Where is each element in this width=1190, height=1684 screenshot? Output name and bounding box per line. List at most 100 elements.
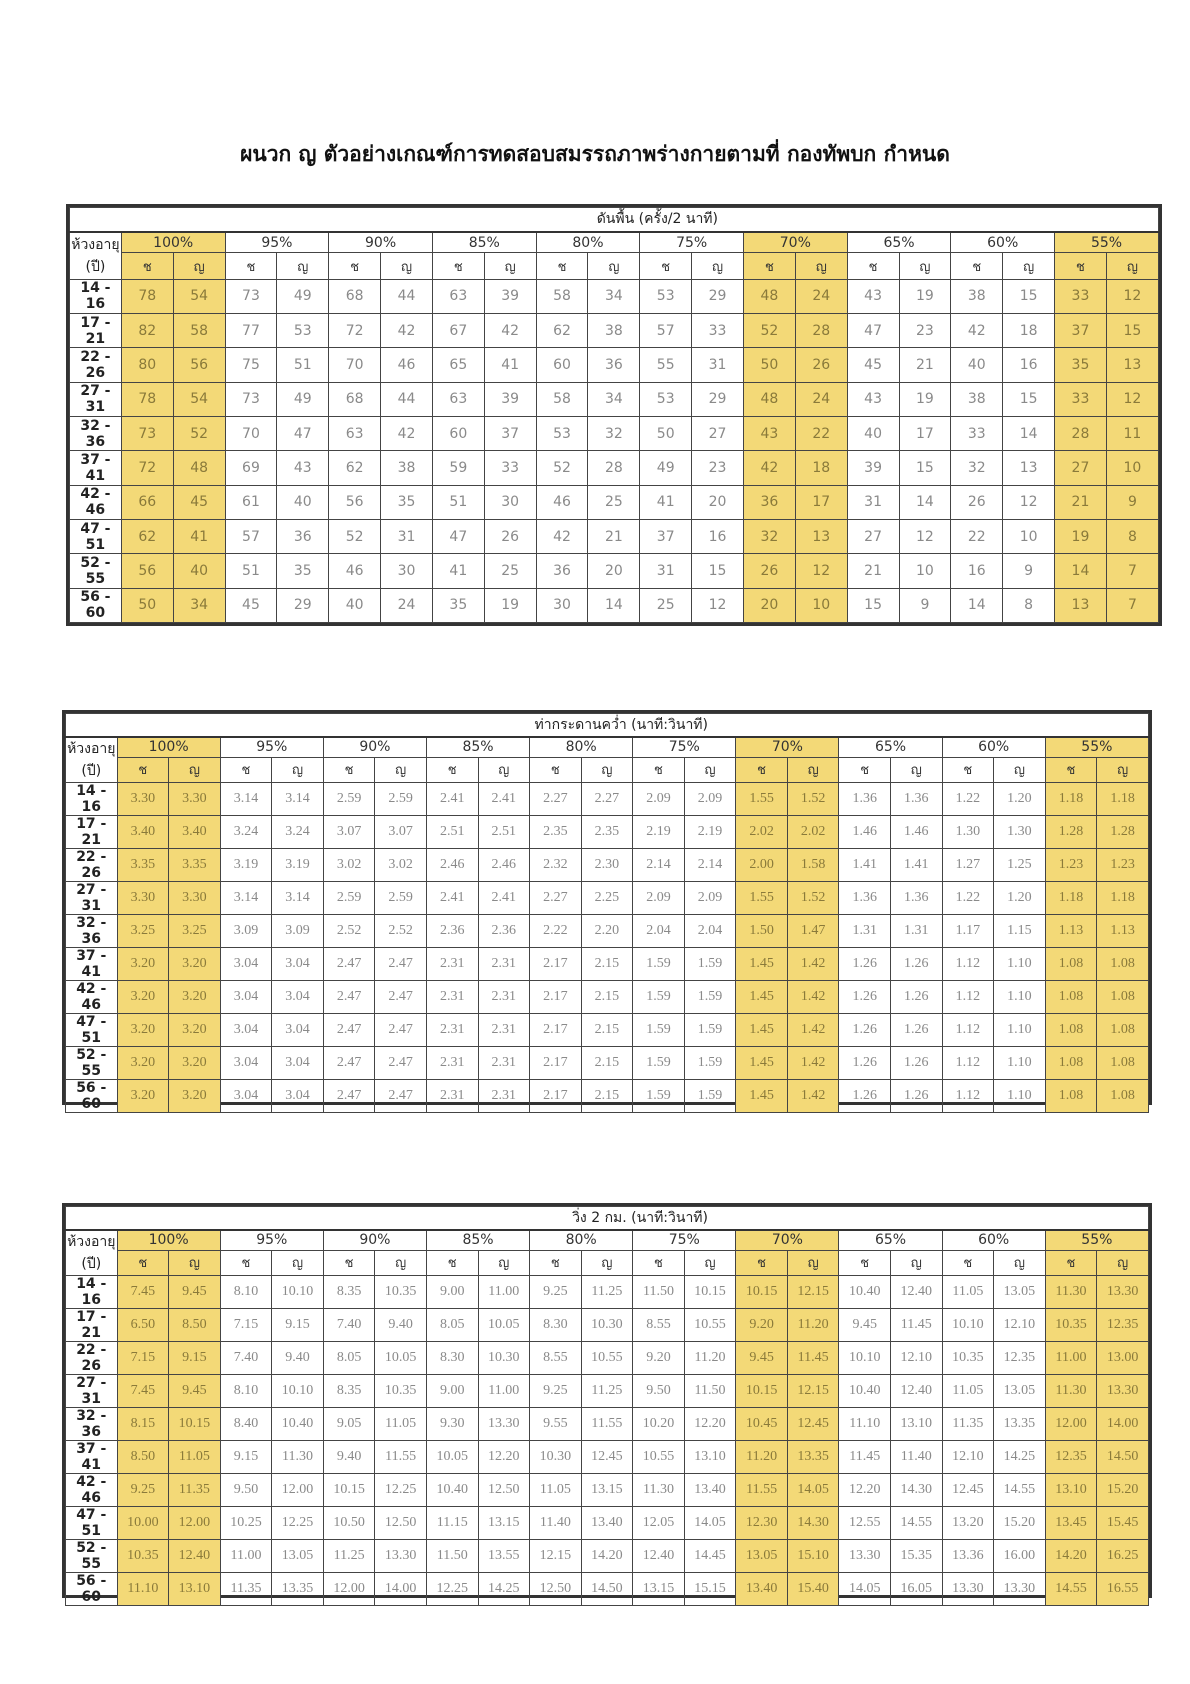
score-cell: 10.10	[838, 1341, 891, 1375]
age-range-cell: 47 - 51	[65, 1013, 118, 1047]
table-row: 27 - 31 78 54 73 49 68 44 63 39 58 34 53 29 48 24 43 19 3…	[69, 381, 1160, 418]
female-header: ญ	[1096, 756, 1149, 784]
score-cell: 15	[846, 587, 900, 624]
score-cell: 11.40	[529, 1506, 582, 1540]
score-cell: 63	[431, 381, 485, 418]
level-header: 75%	[632, 1229, 737, 1251]
score-cell: 3.09	[219, 914, 273, 948]
level-header: 85%	[425, 736, 531, 758]
sex-header-row: ชญชญชญชญชญชญชญชญชญชญ	[66, 756, 1149, 784]
score-cell: 11.45	[838, 1440, 891, 1474]
table-row: 32 - 36 3.25 3.25 3.09 3.09 2.52 2.52 2.36 2.36 2…	[65, 914, 1149, 948]
score-cell: 2.35	[529, 815, 582, 849]
score-cell: 75	[224, 347, 278, 383]
score-cell: 2.59	[374, 782, 427, 816]
score-cell: 46	[535, 484, 589, 520]
male-header: ช	[328, 252, 382, 280]
level-header: 80%	[529, 1229, 634, 1251]
age-range-cell: 14 - 16	[69, 278, 122, 315]
score-cell: 2.19	[683, 815, 737, 849]
score-cell: 59	[431, 450, 485, 486]
table-title-row: ดันพื้น (ครั้ง/2 นาที)	[69, 206, 1159, 233]
score-cell: 8.15	[116, 1407, 170, 1441]
score-cell: 3.04	[271, 1079, 324, 1113]
score-cell: 3.02	[374, 848, 427, 882]
male-header: ช	[322, 756, 376, 784]
score-cell: 1.26	[838, 1046, 891, 1080]
score-cell: 51	[431, 484, 485, 520]
score-cell: 2.31	[477, 1013, 531, 1047]
score-cell: 2.25	[580, 881, 634, 915]
score-cell: 12.15	[786, 1275, 840, 1309]
score-cell: 62	[535, 313, 589, 349]
score-cell: 54	[172, 278, 226, 315]
age-range-cell: 47 - 51	[69, 518, 122, 555]
score-cell: 1.26	[890, 1079, 943, 1113]
score-cell: 3.14	[219, 881, 273, 915]
female-header: ญ	[374, 756, 427, 784]
score-cell: 10.15	[322, 1473, 376, 1507]
score-cell: 21	[587, 518, 641, 555]
score-cell: 10.05	[374, 1341, 427, 1375]
score-cell: 1.08	[1044, 1046, 1098, 1080]
score-cell: 11.50	[632, 1275, 685, 1309]
score-cell: 7.15	[116, 1341, 170, 1375]
male-header: ช	[425, 756, 479, 784]
age-range-cell: 17 - 21	[69, 313, 122, 349]
female-header: ญ	[993, 1249, 1046, 1277]
male-header: ช	[742, 252, 796, 280]
score-cell: 12.40	[632, 1539, 685, 1573]
score-cell: 13.30	[993, 1572, 1046, 1606]
level-header: 65%	[838, 1229, 943, 1251]
age-range-cell: 37 - 41	[69, 450, 122, 486]
score-cell: 37	[483, 415, 537, 452]
score-cell: 13.40	[735, 1572, 788, 1606]
score-cell: 8.35	[322, 1275, 376, 1309]
age-range-cell: 27 - 31	[65, 1374, 118, 1408]
score-cell: 30	[483, 484, 537, 520]
score-cell: 12.45	[786, 1407, 840, 1441]
score-cell: 10	[1105, 450, 1160, 486]
score-cell: 29	[691, 381, 744, 418]
age-range-cell: 32 - 36	[69, 415, 122, 452]
score-cell: 1.31	[838, 914, 891, 948]
age-range-cell: 22 - 26	[65, 1341, 118, 1375]
score-cell: 14.00	[1096, 1407, 1149, 1441]
score-cell: 26	[742, 553, 796, 589]
male-header: ช	[632, 1249, 685, 1277]
score-cell: 16	[691, 518, 744, 555]
table-row: 56 - 60 50 34 45 29 40 24 35 19 30 14 25 12 20 10 15 9 14…	[69, 587, 1160, 624]
level-header: 65%	[846, 231, 952, 254]
age-range-cell: 52 - 55	[69, 553, 122, 589]
score-cell: 9.40	[271, 1341, 324, 1375]
score-cell: 47	[431, 518, 485, 555]
score-cell: 18	[794, 450, 848, 486]
score-cell: 28	[1054, 415, 1107, 452]
score-cell: 2.22	[529, 914, 582, 948]
score-cell: 52	[535, 450, 589, 486]
score-cell: 13	[794, 518, 848, 555]
level-header: 70%	[735, 1229, 840, 1251]
score-cell: 8.40	[219, 1407, 273, 1441]
score-cell: 2.47	[322, 1079, 376, 1113]
score-cell: 3.24	[219, 815, 273, 849]
score-cell: 11.00	[1044, 1341, 1098, 1375]
female-header: ญ	[172, 252, 226, 280]
score-cell: 33	[483, 450, 537, 486]
score-cell: 2.51	[477, 815, 531, 849]
score-cell: 10.30	[580, 1308, 634, 1342]
score-cell: 12	[691, 587, 744, 624]
score-cell: 53	[639, 381, 693, 418]
age-range-cell: 27 - 31	[69, 381, 122, 418]
score-cell: 10.55	[580, 1341, 634, 1375]
score-cell: 14	[898, 484, 952, 520]
score-cell: 44	[380, 381, 433, 418]
male-header: ช	[1044, 756, 1098, 784]
score-cell: 2.36	[477, 914, 531, 948]
level-header: 100%	[116, 1229, 221, 1251]
score-cell: 3.04	[219, 1046, 273, 1080]
score-cell: 3.25	[116, 914, 170, 948]
score-cell: 34	[587, 278, 641, 315]
table-row: 42 - 46 3.20 3.20 3.04 3.04 2.47 2.47 2.31 2.31 2…	[65, 980, 1149, 1014]
score-cell: 30	[535, 587, 589, 624]
